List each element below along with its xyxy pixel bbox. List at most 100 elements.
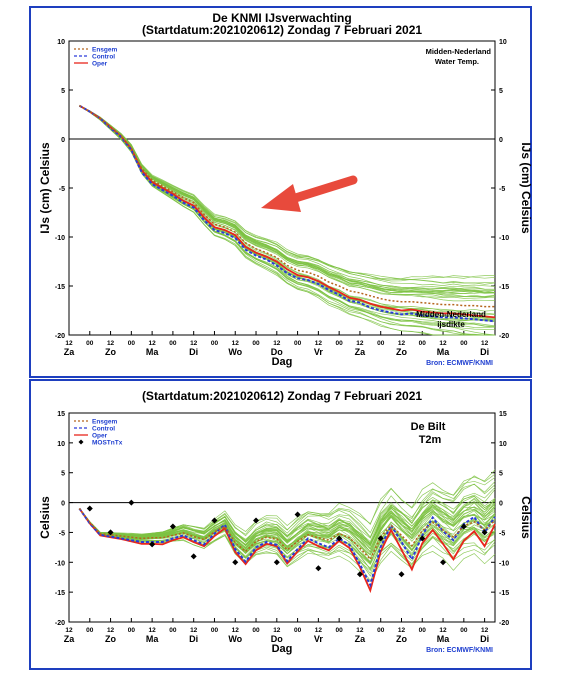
legend-label: MOSTnTx: [92, 440, 123, 447]
y-axis-label: IJs (cm) Celsius: [38, 142, 52, 234]
series-control-line: [78, 104, 496, 323]
y-tick-label: 0: [61, 137, 65, 144]
y-tick-label-right: -5: [499, 530, 505, 537]
y-tick-label: 5: [61, 88, 65, 95]
mostntx-marker: [419, 535, 426, 542]
mostntx-marker: [211, 517, 218, 524]
x-day-label: Ma: [146, 634, 159, 644]
x-hour-label: 12: [315, 340, 323, 347]
legend-label: Oper: [92, 433, 108, 440]
x-day-label: Za: [64, 347, 75, 357]
y-tick-label: 10: [57, 441, 65, 448]
plot-frame: [68, 40, 496, 336]
y-tick-label: -15: [55, 284, 65, 291]
x-hour-label: 00: [460, 627, 468, 634]
ensemble-member-line: [79, 105, 496, 297]
x-hour-label: 00: [86, 627, 94, 634]
ensemble-member-line: [79, 473, 496, 536]
x-hour-label: 00: [252, 627, 260, 634]
x-hour-label: 12: [398, 627, 406, 634]
y-tick-label: -20: [55, 333, 65, 340]
y-tick-label: 5: [61, 471, 65, 478]
series-control-line: [78, 507, 496, 588]
x-day-label: Di: [480, 347, 489, 357]
ensemble-member-line: [79, 105, 495, 336]
x-hour-label: 00: [211, 340, 219, 347]
temperature-forecast-chart: (Startdatum:2021020612) Zondag 7 Februar…: [38, 389, 533, 655]
y-tick-label: 15: [57, 411, 65, 418]
mostntx-marker: [190, 553, 197, 560]
y-axis-label-right: IJs (cm) Celsius: [519, 142, 533, 234]
y-tick-label-right: 5: [499, 471, 503, 478]
x-axis-label: Dag: [272, 356, 293, 368]
y-tick-label-right: -5: [499, 186, 505, 193]
x-day-label: Do: [271, 634, 283, 644]
mostntx-marker: [232, 559, 239, 566]
y-tick-label: 10: [57, 39, 65, 46]
x-hour-label: 12: [439, 627, 447, 634]
x-day-label: Di: [480, 634, 489, 644]
mostntx-marker: [336, 535, 343, 542]
ensemble-member-line: [79, 105, 495, 336]
y-tick-label-right: -20: [499, 333, 509, 340]
x-hour-label: 12: [149, 340, 157, 347]
y-tick-label-right: 10: [499, 39, 507, 46]
mostntx-marker: [315, 565, 322, 572]
x-day-label: Za: [64, 634, 75, 644]
ensemble-member-line: [79, 505, 496, 543]
ensemble-member-line: [79, 105, 496, 284]
x-hour-label: 12: [273, 627, 281, 634]
mostntx-marker: [377, 535, 384, 542]
legend-label: Ensgem: [92, 419, 118, 426]
x-day-label: Vr: [314, 347, 324, 357]
y-tick-label: -5: [59, 186, 65, 193]
x-hour-label: 00: [419, 340, 427, 347]
y-tick-label-right: 0: [499, 137, 503, 144]
annotation-variable-bottom: ijsdikte: [437, 320, 465, 329]
x-day-label: Ma: [437, 347, 450, 357]
y-tick-label: 0: [61, 501, 65, 508]
annotation-region: Midden-Nederland: [426, 47, 492, 56]
mostntx-marker: [356, 571, 363, 578]
callout-arrow-head: [261, 184, 301, 212]
mostntx-marker: [294, 511, 301, 518]
x-hour-label: 00: [419, 627, 427, 634]
ensemble-member-line: [79, 105, 495, 336]
callout-arrow-shaft: [284, 175, 358, 205]
annotation-variable: Water Temp.: [435, 57, 479, 66]
x-hour-label: 12: [149, 627, 157, 634]
x-day-label: Di: [189, 634, 198, 644]
mostntx-marker: [128, 499, 135, 506]
x-hour-label: 00: [86, 340, 94, 347]
x-hour-label: 00: [294, 627, 302, 634]
x-day-label: Zo: [396, 634, 407, 644]
legend-label: Control: [92, 426, 115, 433]
x-hour-label: 00: [377, 627, 385, 634]
legend-label: Oper: [92, 61, 108, 68]
series-ensgem-line: [79, 105, 495, 308]
x-hour-label: 12: [398, 340, 406, 347]
x-hour-label: 00: [128, 627, 136, 634]
y-tick-label-right: -10: [499, 235, 509, 242]
y-tick-label-right: 10: [499, 441, 507, 448]
x-hour-label: 00: [377, 340, 385, 347]
x-hour-label: 12: [107, 627, 115, 634]
y-tick-label-right: 0: [499, 501, 503, 508]
y-tick-label-right: 15: [499, 411, 507, 418]
x-hour-label: 00: [336, 627, 344, 634]
x-day-label: Ma: [146, 347, 159, 357]
ice-forecast-chart: De KNMI IJsverwachting(Startdatum:202102…: [38, 11, 533, 368]
mostntx-marker: [107, 529, 114, 536]
y-tick-label: -10: [55, 235, 65, 242]
x-hour-label: 12: [273, 340, 281, 347]
x-day-label: Vr: [314, 634, 324, 644]
mostntx-marker: [86, 505, 93, 512]
x-hour-label: 12: [190, 627, 198, 634]
x-hour-label: 12: [107, 340, 115, 347]
y-tick-label: -10: [55, 560, 65, 567]
ensemble-member-line: [79, 105, 495, 336]
x-axis-label: Dag: [272, 643, 293, 655]
ice-forecast-panel: De KNMI IJsverwachting (Startdatum:202102…: [29, 6, 533, 378]
